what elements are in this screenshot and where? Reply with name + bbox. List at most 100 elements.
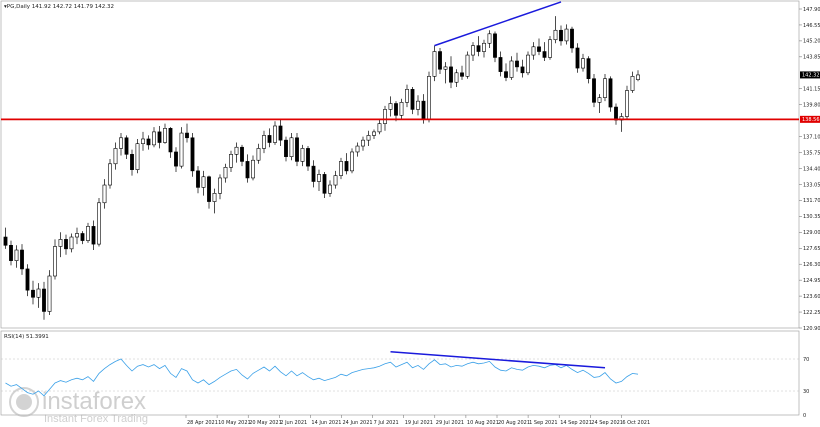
candle xyxy=(102,179,107,209)
candle xyxy=(564,24,569,45)
price-tick-label: 131.70 xyxy=(803,198,820,204)
price-tick-label: 137.10 xyxy=(803,134,820,140)
candle xyxy=(438,47,442,74)
candle-body-bull xyxy=(487,33,492,44)
candle-body-bull xyxy=(234,146,239,155)
candle xyxy=(267,128,272,148)
price-tick-label: 145.20 xyxy=(803,39,820,45)
candle xyxy=(108,159,112,189)
price-tick-label: 127.65 xyxy=(803,246,820,252)
candle-body-bull xyxy=(432,51,437,77)
symbol-header: ▾PG,Daily 141.92 142.72 141.79 142.32 xyxy=(4,4,114,10)
instaforex-watermark: instaforex Instant Forex Trading xyxy=(9,387,148,425)
candle xyxy=(152,127,156,148)
price-trendline[interactable] xyxy=(434,1,562,47)
watermark-tagline: Instant Forex Trading xyxy=(44,413,148,425)
candle-body-bear xyxy=(174,151,178,167)
candle-body-bull xyxy=(36,288,41,298)
candle xyxy=(42,281,46,320)
candle xyxy=(91,220,96,251)
candle xyxy=(251,155,255,181)
rsi-trendline[interactable] xyxy=(390,351,606,369)
time-tick-label: 10 Aug 2021 xyxy=(467,420,499,426)
candle xyxy=(196,166,200,194)
price-axis: 147.90 146.55 145.20 143.85 141.15 139.80 137.… xyxy=(799,7,820,332)
candle xyxy=(322,172,327,199)
price-plot-area[interactable] xyxy=(0,0,800,329)
candle xyxy=(592,73,596,108)
candle-body-bull xyxy=(212,193,217,202)
candle-body-bear xyxy=(476,45,481,52)
candle-body-bear xyxy=(240,146,244,162)
candle-body-bull xyxy=(377,123,382,133)
candle xyxy=(179,127,184,169)
time-tick-label: 14 Sep 2021 xyxy=(560,420,592,426)
candle xyxy=(141,131,145,151)
candle-body-bear xyxy=(190,137,195,172)
candle xyxy=(625,85,629,121)
candle-body-bull xyxy=(454,72,459,83)
candle-body-bear xyxy=(592,78,596,103)
candle-body-bull xyxy=(465,54,470,77)
support-price-label: 138.56 xyxy=(802,117,820,123)
instaforex-logo-icon xyxy=(9,387,39,417)
candle xyxy=(553,16,558,44)
candle xyxy=(69,233,74,253)
candle xyxy=(487,30,492,48)
support-price-badge xyxy=(800,115,820,123)
candle xyxy=(201,170,206,196)
price-tick-label: 124.95 xyxy=(803,278,820,284)
candle-body-bear xyxy=(504,71,508,78)
candle-body-bear xyxy=(570,28,574,49)
candle-body-bear xyxy=(3,236,8,246)
candle xyxy=(355,142,360,157)
candle-body-bull xyxy=(53,246,57,277)
candle-body-bear xyxy=(537,46,541,52)
candle xyxy=(630,71,635,93)
candle-body-bull xyxy=(251,159,255,179)
time-tick-label: 1 Sep 2021 xyxy=(529,420,558,426)
candle-body-bull xyxy=(223,167,228,179)
candle xyxy=(465,51,470,79)
candle xyxy=(454,69,459,87)
candle-body-bear xyxy=(520,66,525,74)
candle-body-bull xyxy=(229,154,233,168)
candle-body-bear xyxy=(278,125,283,141)
candle-body-bull xyxy=(262,135,266,149)
candle xyxy=(58,232,63,258)
candle-body-bull xyxy=(135,143,140,170)
candle-body-bear xyxy=(295,137,299,162)
candle-body-bull xyxy=(399,102,404,116)
candle-body-bull xyxy=(443,66,448,70)
candle xyxy=(3,227,8,249)
rsi-plot-area[interactable] xyxy=(0,330,800,416)
candle-body-bear xyxy=(608,78,613,108)
candle-body-bear xyxy=(20,249,24,270)
candle-body-bull xyxy=(405,89,409,103)
candle xyxy=(223,163,228,183)
candle-body-bear xyxy=(42,288,46,312)
candle xyxy=(245,154,250,183)
candle-body-bull xyxy=(636,74,640,80)
candle xyxy=(427,71,431,123)
candle-body-bull xyxy=(416,100,420,110)
price-tick-label: 126.30 xyxy=(803,262,820,268)
candle xyxy=(234,142,239,163)
candle xyxy=(86,222,90,243)
price-tick-label: 147.90 xyxy=(803,7,820,13)
candle xyxy=(174,147,178,173)
candle xyxy=(482,39,486,58)
candle xyxy=(229,150,233,173)
candle-body-bear xyxy=(306,148,310,167)
candle xyxy=(284,136,288,162)
price-tick-label: 130.35 xyxy=(803,214,820,220)
candle xyxy=(240,144,244,167)
candle xyxy=(460,65,464,80)
candle xyxy=(542,42,547,61)
candle xyxy=(130,149,134,176)
candle-body-bear xyxy=(25,268,30,291)
price-tick-label: 133.05 xyxy=(803,182,820,188)
candle-body-bear xyxy=(9,244,13,261)
